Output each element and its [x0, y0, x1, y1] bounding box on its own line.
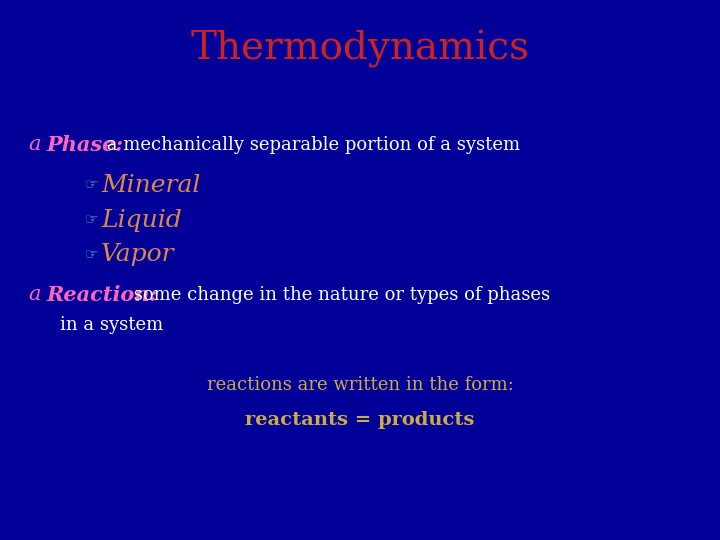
Text: ☞: ☞ [85, 247, 99, 262]
Text: some change in the nature or types of phases: some change in the nature or types of ph… [128, 286, 550, 304]
Text: Mineral: Mineral [101, 173, 200, 197]
Text: reactants = products: reactants = products [246, 411, 474, 429]
Text: reactions are written in the form:: reactions are written in the form: [207, 376, 513, 394]
Text: Liquid: Liquid [101, 208, 181, 232]
Text: Vapor: Vapor [101, 244, 175, 267]
Text: a mechanically separable portion of a system: a mechanically separable portion of a sy… [101, 136, 520, 154]
Text: Thermodynamics: Thermodynamics [191, 30, 529, 68]
Text: a: a [29, 136, 48, 154]
Text: Phase:: Phase: [47, 135, 124, 155]
Text: ☞: ☞ [85, 213, 99, 227]
Text: Reaction:: Reaction: [47, 285, 158, 305]
Text: in a system: in a system [60, 316, 163, 334]
Text: a: a [29, 286, 48, 305]
Text: ☞: ☞ [85, 178, 99, 192]
